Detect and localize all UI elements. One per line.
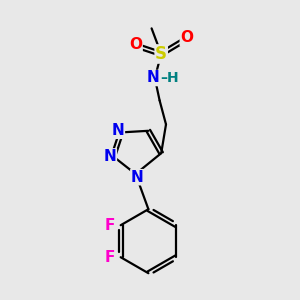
Text: F: F bbox=[104, 250, 115, 265]
Text: –H: –H bbox=[160, 71, 178, 85]
Text: N: N bbox=[131, 170, 144, 185]
Text: N: N bbox=[103, 149, 116, 164]
Text: N: N bbox=[147, 70, 160, 86]
Text: F: F bbox=[104, 218, 115, 233]
Text: N: N bbox=[112, 123, 124, 138]
Text: O: O bbox=[129, 37, 142, 52]
Text: S: S bbox=[155, 45, 167, 63]
Text: O: O bbox=[180, 31, 193, 46]
